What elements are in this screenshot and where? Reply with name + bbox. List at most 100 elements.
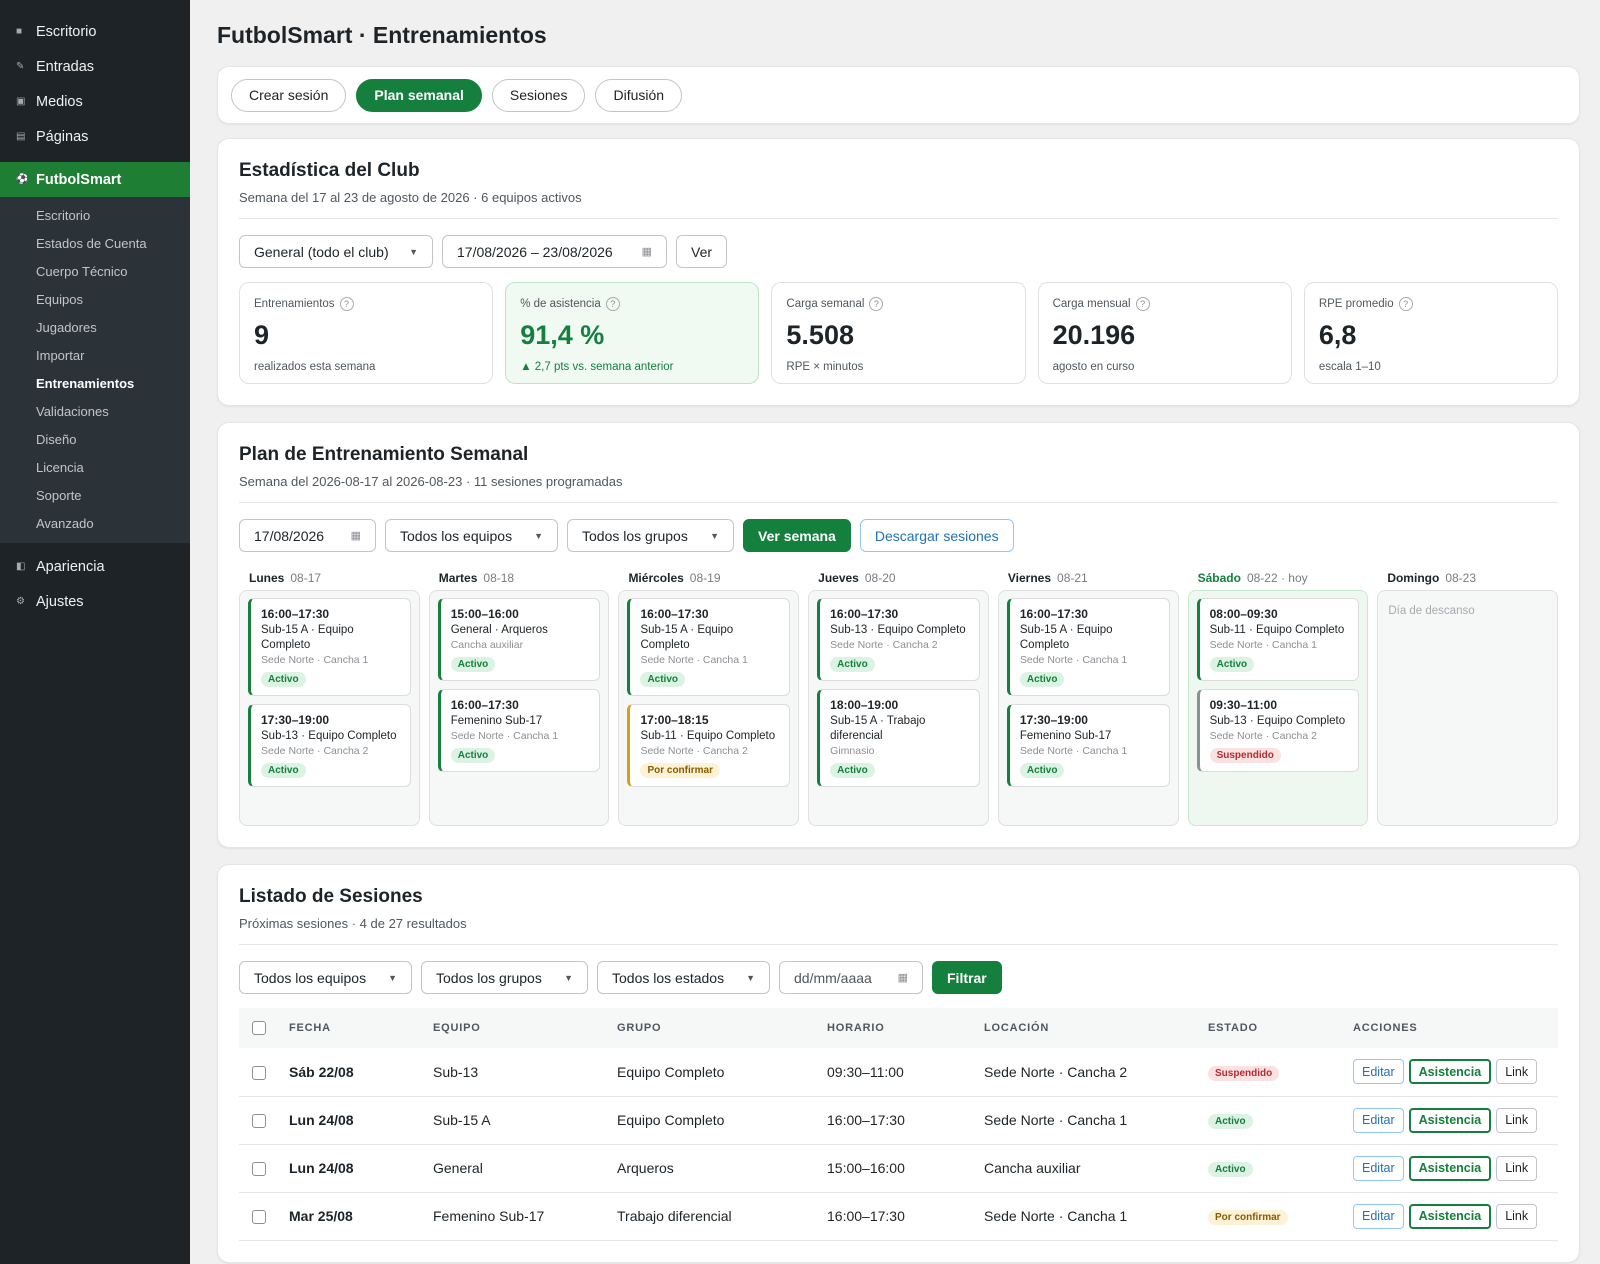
day-column: Martes 08-18 15:00–16:00 General · Arquer…	[428, 566, 610, 826]
row-checkbox[interactable]	[252, 1210, 266, 1225]
session-time: 15:00–16:00	[450, 607, 519, 621]
help-icon[interactable]: ?	[869, 297, 884, 311]
attendance-button[interactable]: Asistencia	[1408, 1155, 1492, 1181]
view-button[interactable]: Ver	[676, 235, 728, 268]
submenu-item[interactable]: Soporte	[36, 487, 82, 503]
group-select[interactable]: Todos los grupos ▼	[567, 519, 734, 552]
day-date: 08-18	[483, 571, 515, 585]
session-location: Sede Norte · Cancha 2	[640, 745, 748, 757]
link-button[interactable]: Link	[1496, 1107, 1538, 1133]
session-card[interactable]: 08:00–09:30 Sub-11 · Equipo Completo Sed…	[1196, 598, 1360, 681]
section-title: Estadística del Club	[239, 160, 420, 181]
attendance-button[interactable]: Asistencia	[1408, 1107, 1492, 1133]
session-card[interactable]: 16:00–17:30 Sub-13 · Equipo Completo Sed…	[817, 598, 980, 681]
status-badge: Activo	[1208, 1114, 1253, 1129]
submenu-item[interactable]: Importar	[36, 347, 85, 363]
session-card[interactable]: 16:00–17:30 Sub-15 A · Equipo Completo S…	[248, 598, 411, 696]
session-desc: Sub-15 A · Equipo Completo	[1019, 624, 1113, 651]
section-title: Listado de Sesiones	[239, 886, 423, 907]
day-header: Lunes 08-17	[239, 566, 420, 590]
rest-day-label: Día de descanso	[1388, 605, 1475, 617]
view-week-button[interactable]: Ver semana	[743, 519, 851, 552]
select-all-checkbox[interactable]	[252, 1021, 266, 1035]
session-card[interactable]: 17:30–19:00 Sub-13 · Equipo Completo Sed…	[248, 704, 411, 787]
attendance-button[interactable]: Asistencia	[1408, 1059, 1492, 1085]
row-checkbox[interactable]	[252, 1114, 266, 1129]
state-select[interactable]: Todos los estados ▼	[597, 961, 770, 994]
section-subtitle: Semana del 17 al 23 de agosto de 2026 · …	[239, 190, 1558, 219]
team-select[interactable]: Todos los equipos ▼	[385, 519, 558, 552]
edit-button[interactable]: Editar	[1353, 1107, 1404, 1133]
edit-button[interactable]: Editar	[1353, 1059, 1404, 1085]
status-badge: Activo	[1019, 672, 1065, 687]
section-title: Plan de Entrenamiento Semanal	[239, 444, 529, 465]
submenu-item[interactable]: Cuerpo Técnico	[36, 263, 128, 279]
submenu-item[interactable]: Licencia	[36, 459, 84, 475]
tab-plan-semanal[interactable]: Plan semanal	[356, 78, 482, 112]
column-header: HORARIO	[827, 1008, 984, 1048]
cell-location: Sede Norte · Cancha 1	[984, 1192, 1208, 1241]
link-button[interactable]: Link	[1496, 1203, 1538, 1229]
submenu-item[interactable]: Diseño	[36, 431, 77, 447]
sidebar-item-escritorio[interactable]: ■ Escritorio	[0, 14, 190, 49]
session-card[interactable]: 09:30–11:00 Sub-13 · Equipo Completo Sed…	[1196, 689, 1360, 772]
input-value: 17/08/2026	[254, 527, 325, 544]
status-badge: Activo	[640, 672, 685, 687]
day-header: Miércoles 08-19	[618, 566, 799, 590]
session-card[interactable]: 17:00–18:15 Sub-11 · Equipo Completo Sed…	[627, 704, 791, 787]
cell-location: Cancha auxiliar	[984, 1144, 1208, 1193]
submenu-item-current[interactable]: Entrenamientos	[36, 375, 135, 391]
edit-button[interactable]: Editar	[1353, 1203, 1404, 1229]
sidebar-item-medios[interactable]: ▣ Medios	[0, 84, 190, 119]
tab-difusion[interactable]: Difusión	[595, 78, 683, 112]
link-button[interactable]: Link	[1496, 1059, 1538, 1085]
session-location: Sede Norte · Cancha 2	[830, 639, 938, 651]
download-sessions-button[interactable]: Descargar sesiones	[859, 519, 1014, 552]
help-icon[interactable]: ?	[1398, 297, 1413, 311]
submenu-item[interactable]: Validaciones	[36, 403, 109, 419]
link-button[interactable]: Link	[1496, 1155, 1538, 1181]
edit-button[interactable]: Editar	[1353, 1155, 1404, 1181]
select-value: Todos los equipos	[400, 527, 513, 544]
submenu-item[interactable]: Escritorio	[36, 207, 91, 223]
submenu-item[interactable]: Avanzado	[36, 515, 94, 531]
sidebar-item-paginas[interactable]: ▤ Páginas	[0, 119, 190, 154]
sidebar-item-futbolsmart[interactable]: ⚽ FutbolSmart	[0, 162, 190, 197]
tab-crear-sesion[interactable]: Crear sesión	[231, 78, 347, 112]
select-value: Todos los grupos	[582, 527, 688, 544]
week-date-input[interactable]: 17/08/2026 ▦	[239, 519, 376, 552]
sidebar-item-entradas[interactable]: ✎ Entradas	[0, 49, 190, 84]
attendance-button[interactable]: Asistencia	[1408, 1203, 1492, 1229]
day-column: Viernes 08-21 16:00–17:30 Sub-15 A · Equi…	[997, 566, 1179, 826]
sidebar-item-ajustes[interactable]: ⚙ Ajustes	[0, 584, 190, 619]
help-icon[interactable]: ?	[1135, 297, 1150, 311]
session-card[interactable]: 16:00–17:30 Sub-15 A · Equipo Completo S…	[627, 598, 791, 696]
day-column: Domingo 08-23 Día de descanso	[1377, 566, 1559, 826]
team-select[interactable]: Todos los equipos ▼	[239, 961, 412, 994]
submenu-item[interactable]: Estados de Cuenta	[36, 235, 147, 251]
session-card[interactable]: 17:30–19:00 Femenino Sub-17 Sede Norte ·…	[1006, 704, 1170, 787]
row-checkbox[interactable]	[252, 1065, 266, 1080]
help-icon[interactable]: ?	[339, 297, 354, 311]
submenu-item[interactable]: Equipos	[36, 291, 83, 307]
row-checkbox[interactable]	[252, 1162, 266, 1177]
session-card[interactable]: 16:00–17:30 Femenino Sub-17 Sede Norte ·…	[437, 689, 601, 772]
date-range-input[interactable]: 17/08/2026 – 23/08/2026 ▦	[442, 235, 667, 268]
cell-team: Femenino Sub-17	[433, 1192, 617, 1241]
filter-button[interactable]: Filtrar	[932, 961, 1002, 994]
date-filter-input[interactable]: dd/mm/aaaa ▦	[779, 961, 923, 994]
session-card[interactable]: 16:00–17:30 Sub-15 A · Equipo Completo S…	[1006, 598, 1170, 696]
group-select[interactable]: Todos los grupos ▼	[421, 961, 588, 994]
cell-date: Mar 25/08	[289, 1192, 433, 1241]
sidebar-item-apariencia[interactable]: ◧ Apariencia	[0, 549, 190, 584]
sessions-table: FECHA EQUIPO GRUPO HORARIO LOCACIÓN ESTA…	[239, 1008, 1558, 1241]
tab-sesiones[interactable]: Sesiones	[491, 78, 586, 112]
day-sessions: 15:00–16:00 General · Arqueros Cancha au…	[428, 590, 610, 826]
stat-value: 9	[254, 320, 270, 350]
team-select[interactable]: General (todo el club) ▼	[239, 235, 433, 268]
session-card[interactable]: 18:00–19:00 Sub-15 A · Trabajo diferenci…	[817, 689, 980, 787]
stat-card-asistencia: % de asistencia? 91,4 % ▲ 2,7 pts vs. se…	[505, 282, 760, 384]
submenu-item[interactable]: Jugadores	[36, 319, 97, 335]
session-card[interactable]: 15:00–16:00 General · Arqueros Cancha au…	[437, 598, 601, 681]
help-icon[interactable]: ?	[605, 297, 620, 311]
